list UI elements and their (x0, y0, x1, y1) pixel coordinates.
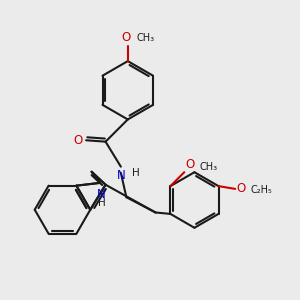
Text: CH₃: CH₃ (136, 33, 154, 43)
Text: H: H (133, 168, 140, 178)
Text: O: O (237, 182, 246, 195)
Text: O: O (186, 158, 195, 171)
Text: N: N (117, 169, 126, 182)
Text: N: N (97, 188, 106, 201)
Text: O: O (122, 31, 131, 44)
Text: O: O (74, 134, 83, 147)
Text: C₂H₅: C₂H₅ (250, 185, 272, 195)
Text: CH₃: CH₃ (200, 162, 218, 172)
Text: H: H (98, 198, 105, 208)
